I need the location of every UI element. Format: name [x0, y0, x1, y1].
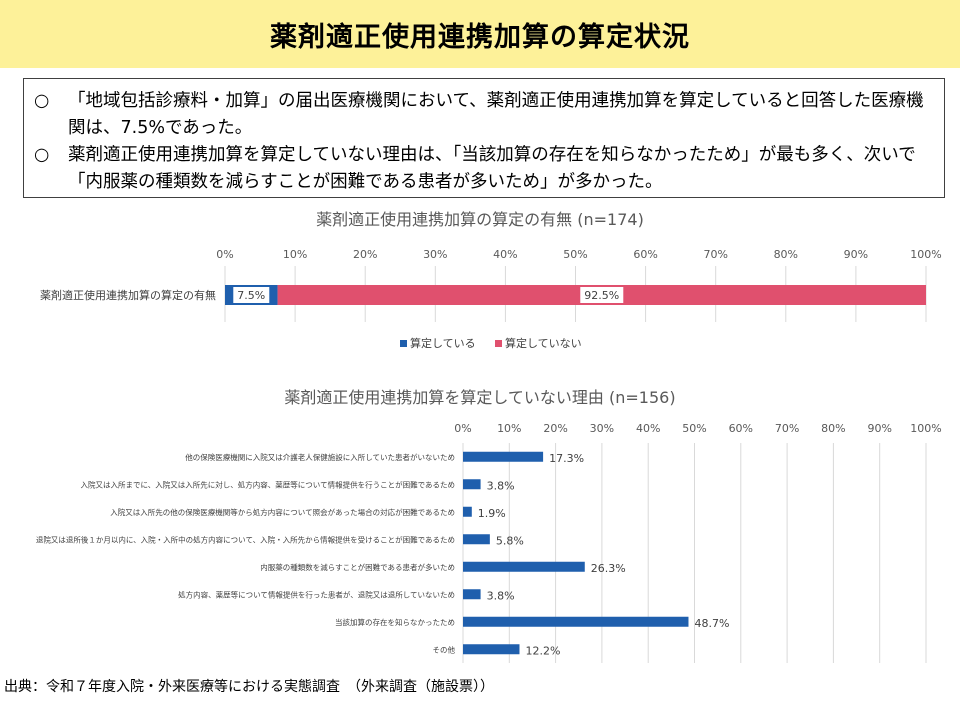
data-label: 3.8% — [487, 479, 515, 492]
data-label: 48.7% — [694, 617, 729, 630]
summary-box: ○ 「地域包括診療料・加算」の届出医療機関において、薬剤適正使用連携加算を算定し… — [23, 78, 945, 198]
x-tick-label: 30% — [423, 248, 447, 261]
x-tick-label: 100% — [910, 422, 941, 435]
bar — [463, 534, 490, 545]
title-bar: 薬剤適正使用連携加算の算定状況 — [0, 0, 960, 68]
bullet-text: 「地域包括診療料・加算」の届出医療機関において、薬剤適正使用連携加算を算定してい… — [68, 91, 924, 138]
bar — [463, 589, 481, 600]
category-label: 当該加算の存在を知らなかったため — [335, 617, 455, 627]
x-tick-label: 90% — [844, 248, 868, 261]
x-tick-label: 0% — [216, 248, 233, 261]
category-label: 内服薬の種類数を減らすことが困難である患者が多いため — [260, 562, 455, 572]
x-tick-label: 30% — [590, 422, 614, 435]
category-label: 入院又は入所までに、入院又は入所先に対し、処方内容、薬歴等について情報提供を行う… — [81, 479, 455, 489]
bullet-text: 薬剤適正使用連携加算を算定していない理由は、「当該加算の存在を知らなかったため」… — [68, 145, 916, 192]
x-tick-label: 40% — [493, 248, 517, 261]
bar — [463, 561, 585, 572]
summary-bullet: ○ 薬剤適正使用連携加算を算定していない理由は、「当該加算の存在を知らなかったた… — [34, 142, 932, 196]
x-tick-label: 20% — [353, 248, 377, 261]
summary-bullet: ○ 「地域包括診療料・加算」の届出医療機関において、薬剤適正使用連携加算を算定し… — [34, 88, 932, 142]
x-tick-label: 100% — [910, 248, 941, 261]
bar — [463, 451, 544, 462]
category-label: 入院又は入所先の他の保険医療機関等から処方内容について照会があった場合の対応が困… — [110, 507, 455, 517]
category-label: その他 — [433, 644, 456, 654]
data-label-bg — [233, 287, 270, 303]
x-tick-label: 50% — [682, 422, 706, 435]
legend-swatch — [400, 340, 407, 347]
source-note: 出典：令和７年度入院・外来医療等における実態調査 （外来調査（施設票）） — [4, 679, 494, 695]
x-tick-label: 90% — [867, 422, 891, 435]
legend-label: 算定していない — [505, 336, 582, 350]
data-label-bg — [580, 287, 624, 303]
data-label: 17.3% — [549, 452, 584, 465]
page-title: 薬剤適正使用連携加算の算定状況 — [270, 21, 690, 53]
bullet-mark: ○ — [34, 145, 50, 165]
x-tick-label: 10% — [497, 422, 521, 435]
chart2-title: 薬剤適正使用連携加算を算定していない理由 (n=156) — [284, 388, 676, 407]
bar — [463, 616, 689, 627]
chart1-title: 薬剤適正使用連携加算の算定の有無 (n=174) — [316, 210, 644, 229]
category-label: 薬剤適正使用連携加算の算定の有無 — [40, 288, 216, 302]
legend-label: 算定している — [410, 336, 476, 350]
bar — [463, 506, 472, 517]
bar — [463, 479, 481, 490]
x-tick-label: 20% — [543, 422, 567, 435]
data-label: 12.2% — [525, 644, 560, 657]
x-tick-label: 80% — [774, 248, 798, 261]
data-label: 7.5% — [237, 289, 265, 302]
x-tick-label: 80% — [821, 422, 845, 435]
chart1: 0% 10% 20% 30% 40% 50% 60% 70% 80% 90% 100% 薬剤適正使用連… — [40, 248, 942, 350]
legend-swatch — [495, 340, 502, 347]
data-label: 3.8% — [487, 589, 515, 602]
x-tick-label: 10% — [283, 248, 307, 261]
chart2: 0% 10% 20% 30% 40% 50% 60% 70% 80% 90% 100% 他の保険医療機… — [36, 422, 942, 663]
bullet-mark: ○ — [34, 91, 50, 111]
x-tick-label: 70% — [775, 422, 799, 435]
x-tick-label: 60% — [729, 422, 753, 435]
bar — [463, 644, 520, 655]
data-label: 1.9% — [478, 507, 506, 520]
data-label: 26.3% — [591, 562, 626, 575]
data-label: 92.5% — [584, 289, 619, 302]
category-label: 処方内容、薬歴等について情報提供を行った患者が、退院又は退所していないため — [178, 589, 455, 599]
data-label: 5.8% — [496, 534, 524, 547]
category-label: 他の保険医療機関に入院又は介護老人保健施設に入所していた患者がいないため — [185, 452, 455, 462]
x-tick-label: 70% — [703, 248, 727, 261]
x-tick-label: 40% — [636, 422, 660, 435]
x-tick-label: 50% — [563, 248, 587, 261]
category-label: 退院又は退所後１か月以内に、入院・入所中の処方内容について、入院・入所先から情報… — [36, 534, 455, 544]
x-tick-label: 60% — [633, 248, 657, 261]
x-tick-label: 0% — [454, 422, 471, 435]
